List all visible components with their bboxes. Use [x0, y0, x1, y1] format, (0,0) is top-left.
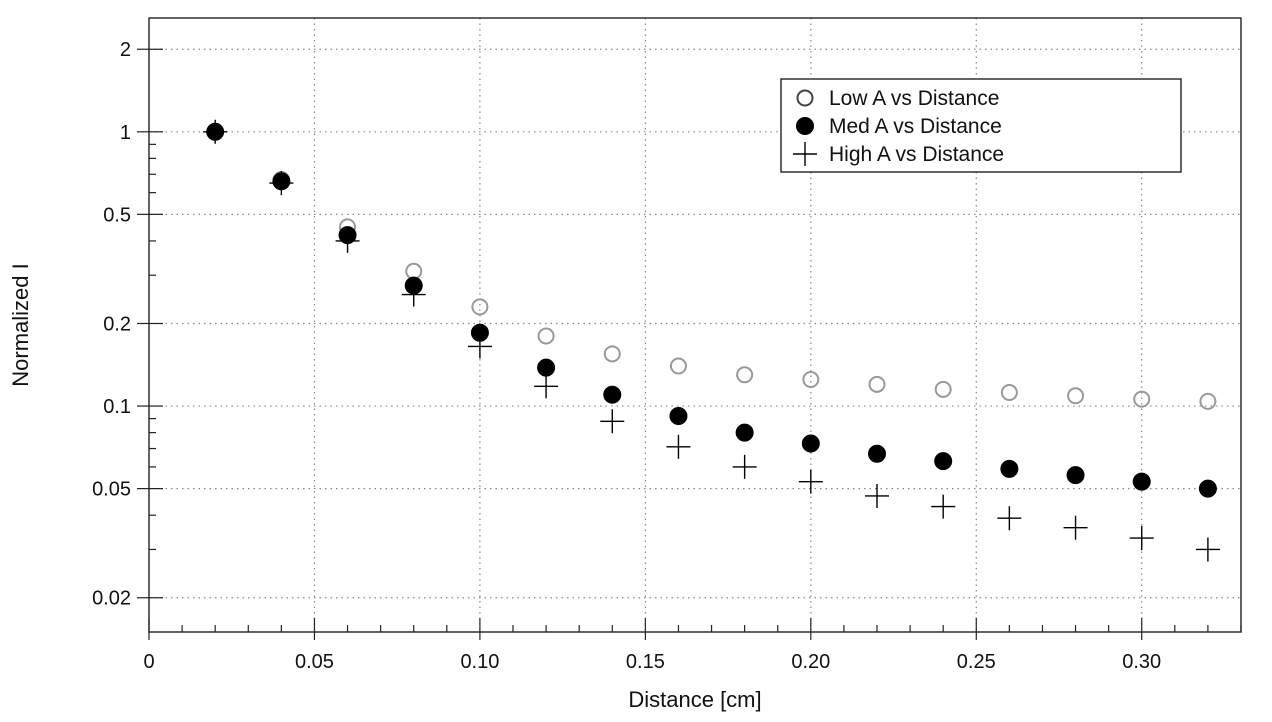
y-tick-label: 2 [120, 39, 131, 61]
grid-lines [149, 18, 1241, 632]
axis-ticks [137, 48, 1242, 640]
med-a-point [669, 406, 688, 425]
med-a-point [801, 434, 820, 453]
low-a-point [537, 327, 555, 345]
x-tick-label: 0.30 [1122, 651, 1161, 673]
high-a-point [600, 409, 625, 434]
low-a-point [471, 298, 489, 316]
med-a-point [537, 358, 556, 377]
legend: Low A vs Distance Med A vs Distance High A… [780, 78, 1182, 173]
x-tick-label: 0 [143, 651, 154, 673]
legend-label: Med A vs Distance [829, 115, 1002, 138]
legend-marker [793, 142, 817, 166]
high-a-point [1195, 537, 1220, 562]
high-a-point [534, 374, 559, 399]
low-a-point [1133, 390, 1151, 408]
x-tick-label: 0.15 [626, 651, 665, 673]
low-a-point [669, 357, 687, 375]
low-a-point [736, 366, 754, 384]
x-tick-label: 0.10 [460, 651, 499, 673]
y-tick-label: 0.02 [92, 588, 131, 610]
x-tick-label: 0.25 [957, 651, 996, 673]
y-tick-label: 0.5 [103, 204, 131, 226]
legend-box [780, 78, 1182, 173]
med-a-point [1198, 479, 1217, 498]
high-a-point [732, 454, 757, 479]
legend-marker [796, 89, 814, 107]
med-a-point [1132, 472, 1151, 491]
high-a-point [203, 119, 228, 144]
low-a-point [868, 375, 886, 393]
high-a-point [798, 469, 823, 494]
med-a-point [735, 423, 754, 442]
low-a-point [1000, 384, 1018, 402]
y-tick-label: 0.1 [103, 396, 131, 418]
legend-label: Low A vs Distance [829, 87, 999, 110]
y-tick-label: 0.05 [92, 479, 131, 501]
high-a-point [931, 494, 956, 519]
high-a-point [997, 506, 1022, 531]
high-a-point [865, 483, 889, 508]
legend-label: High A vs Distance [829, 143, 1004, 166]
y-tick-label: 0.2 [103, 313, 131, 335]
high-a-point [335, 228, 360, 253]
med-a-point [868, 444, 886, 463]
high-a-point [666, 434, 691, 459]
x-axis-title: Distance [cm] [628, 687, 761, 712]
low-a-point [934, 380, 952, 398]
x-tick-label: 0.20 [791, 651, 830, 673]
med-a-point [1000, 459, 1019, 478]
low-a-point [405, 262, 423, 280]
legend-entry-med-a: Med A vs Distance [796, 115, 1002, 138]
high-a-point [269, 171, 294, 196]
high-a-point [401, 282, 426, 307]
high-a-point [1129, 526, 1154, 551]
high-a-point [1063, 515, 1088, 540]
legend-entry-low-a: Low A vs Distance [796, 87, 999, 110]
y-tick-label: 1 [120, 122, 131, 144]
legend-marker [796, 117, 814, 135]
low-a-point [603, 345, 621, 363]
med-a-point [934, 452, 953, 471]
low-a-point [1199, 392, 1217, 410]
tick-labels: 0 0.05 0.10 0.15 0.20 0.25 0.30 0.02 0.05 0.1 0.2 0… [92, 39, 1161, 673]
x-tick-label: 0.05 [295, 651, 334, 673]
y-axis-title: Normalized I [8, 263, 33, 386]
high-a-point [467, 334, 492, 359]
plot-frame [148, 17, 1242, 633]
data-points [203, 119, 1220, 562]
med-a-point [603, 385, 622, 404]
legend-entry-high-a: High A vs Distance [793, 142, 1004, 166]
low-a-point [802, 370, 820, 388]
med-a-point [1066, 466, 1085, 485]
low-a-point [1067, 387, 1085, 405]
